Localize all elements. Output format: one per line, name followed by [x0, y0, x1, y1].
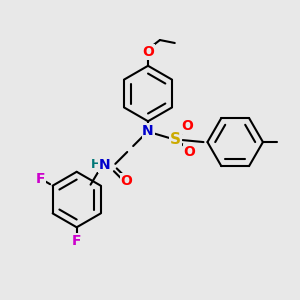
Text: O: O: [120, 174, 132, 188]
Text: O: O: [182, 119, 194, 133]
Text: N: N: [142, 124, 154, 138]
Text: H: H: [91, 158, 102, 171]
Text: O: O: [142, 45, 154, 59]
Text: F: F: [72, 234, 81, 248]
Text: F: F: [36, 172, 45, 186]
Text: N: N: [99, 158, 110, 172]
Text: O: O: [184, 145, 196, 159]
Text: S: S: [170, 132, 181, 147]
